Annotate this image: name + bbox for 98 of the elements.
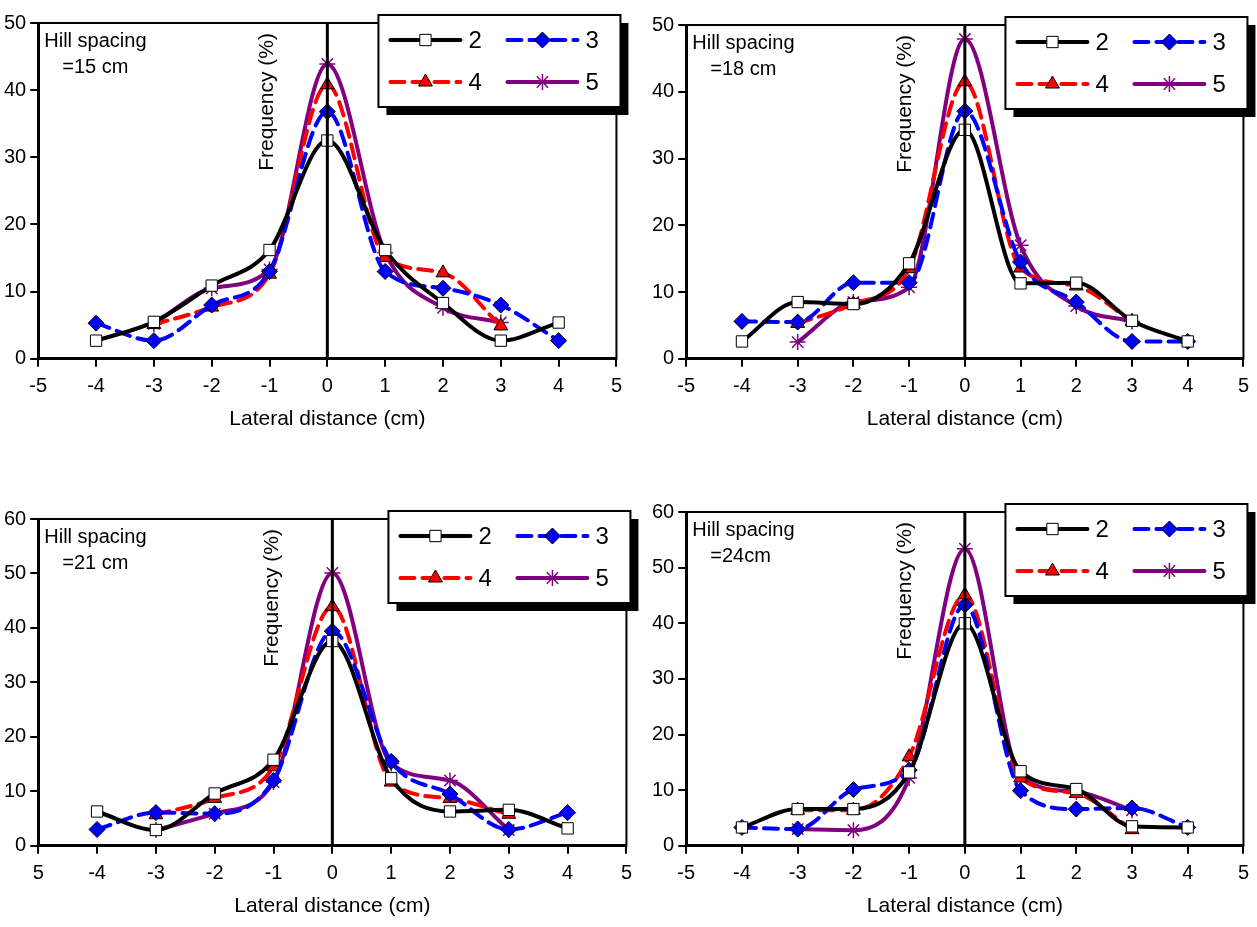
- y-tick-label: 40: [652, 79, 675, 102]
- y-tick-label: 30: [652, 146, 675, 169]
- x-tick-label: -5: [677, 861, 696, 884]
- legend-label: 4: [478, 563, 492, 591]
- annotation: Hill spacing =21 cm: [44, 524, 147, 573]
- x-tick-label: -3: [788, 374, 807, 397]
- y-tick-label: 50: [4, 10, 27, 33]
- legend-label: 3: [1212, 27, 1226, 55]
- x-tick-label: -2: [202, 374, 221, 397]
- y-tick-label: 20: [4, 212, 27, 234]
- x-axis-title: Lateral distance (cm): [234, 893, 431, 917]
- y-tick-label: 0: [15, 346, 27, 369]
- x-tick-label: -3: [788, 861, 807, 884]
- x-tick-label: -5: [29, 374, 48, 397]
- y-tick-label: 10: [652, 279, 675, 302]
- legend-label: 3: [1212, 514, 1226, 542]
- legend-label: 4: [468, 67, 482, 95]
- x-axis-title: Lateral distance (cm): [229, 406, 426, 430]
- y-tick-label: 40: [652, 610, 675, 633]
- x-tick-label: -1: [260, 374, 279, 397]
- y-tick-label: 10: [4, 778, 27, 801]
- legend-label: 5: [1212, 69, 1226, 97]
- y-tick-label: 20: [4, 724, 27, 747]
- y-axis-title: Frequency (%): [891, 522, 915, 660]
- y-axis-title: Frequency (%): [254, 33, 278, 171]
- annotation: Hill spacing =15 cm: [44, 28, 147, 77]
- legend-label: 2: [478, 521, 492, 549]
- x-tick-label: 5: [1237, 374, 1249, 397]
- x-tick-label: 2: [444, 861, 456, 884]
- x-tick-label: -1: [900, 861, 919, 884]
- x-tick-label: 5: [620, 861, 632, 884]
- x-tick-label: 5: [610, 374, 622, 397]
- x-tick-label: -5: [677, 374, 696, 397]
- x-tick-label: -3: [146, 861, 165, 884]
- x-tick-label: 4: [1182, 374, 1194, 397]
- x-tick-label: 3: [1126, 861, 1138, 884]
- legend-label: 5: [595, 563, 609, 591]
- y-tick-label: 10: [4, 279, 27, 302]
- x-tick-label: 0: [959, 861, 971, 884]
- legend-label: 2: [1095, 514, 1109, 542]
- y-tick-label: 50: [4, 560, 27, 583]
- legend-label: 4: [1095, 69, 1109, 97]
- y-tick-label: 30: [4, 144, 27, 167]
- y-tick-label: 30: [4, 669, 27, 692]
- legend-label: 2: [1095, 27, 1109, 55]
- x-tick-label: 3: [503, 861, 515, 884]
- x-tick-label: 0: [326, 861, 338, 884]
- y-tick-label: 40: [4, 77, 27, 100]
- y-tick-label: 20: [652, 722, 675, 745]
- y-tick-label: 60: [4, 506, 27, 529]
- x-tick-label: 2: [437, 374, 449, 397]
- y-tick-label: 50: [652, 12, 675, 35]
- x-tick-label: 4: [562, 861, 574, 884]
- legend-label: 3: [595, 521, 609, 549]
- y-tick-label: 30: [652, 666, 675, 689]
- x-tick-label: 1: [1015, 374, 1027, 397]
- x-tick-label: 0: [959, 374, 971, 397]
- x-tick-label: -1: [264, 861, 283, 884]
- y-tick-label: 0: [663, 346, 675, 369]
- y-axis-title: Frequency (%): [259, 529, 283, 667]
- x-tick-label: -4: [733, 374, 751, 397]
- y-tick-label: 0: [15, 833, 27, 856]
- legend-label: 2: [468, 25, 482, 53]
- y-tick-label: 20: [652, 212, 675, 235]
- y-axis-title: Frequency (%): [891, 35, 915, 173]
- y-tick-label: 50: [652, 555, 675, 578]
- x-tick-label: 1: [1015, 861, 1027, 884]
- x-tick-label: -2: [205, 861, 224, 884]
- x-tick-label: 0: [321, 374, 333, 397]
- x-tick-label: -3: [144, 374, 163, 397]
- y-tick-label: 60: [652, 499, 675, 522]
- legend-label: 4: [1095, 556, 1109, 584]
- legend-label: 5: [1212, 556, 1226, 584]
- x-tick-label: 5: [1237, 861, 1249, 884]
- x-tick-label: 2: [1070, 374, 1082, 397]
- annotation: Hill spacing =18 cm: [692, 30, 795, 79]
- x-tick-label: 3: [1126, 374, 1138, 397]
- x-tick-label: -2: [844, 861, 863, 884]
- x-tick-label: 1: [379, 374, 391, 397]
- x-tick-label: -1: [900, 374, 919, 397]
- annotation: Hill spacing =24cm: [692, 517, 795, 566]
- x-tick-label: 3: [495, 374, 507, 397]
- x-tick-label: 4: [553, 374, 565, 397]
- x-tick-label: 4: [1182, 861, 1194, 884]
- y-tick-label: 0: [663, 833, 675, 856]
- x-tick-label: -2: [844, 374, 863, 397]
- x-tick-label: 5: [32, 861, 44, 884]
- x-tick-label: 2: [1070, 861, 1082, 884]
- x-tick-label: -4: [87, 374, 105, 397]
- x-axis-title: Lateral distance (cm): [866, 893, 1063, 917]
- x-tick-label: 1: [385, 861, 397, 884]
- x-tick-label: -4: [88, 861, 106, 884]
- y-tick-label: 10: [652, 777, 675, 800]
- legend-label: 5: [585, 67, 599, 95]
- x-axis-title: Lateral distance (cm): [866, 406, 1063, 430]
- x-tick-label: -4: [733, 861, 751, 884]
- y-tick-label: 40: [4, 615, 27, 638]
- legend-label: 3: [585, 25, 599, 53]
